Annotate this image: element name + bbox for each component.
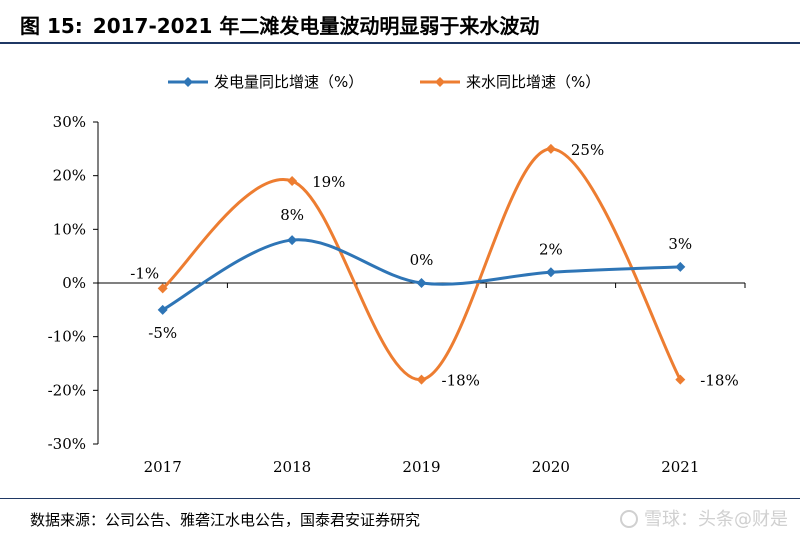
data-label-series-2: 25% [571,141,604,159]
data-label-series-2: -1% [130,264,159,282]
snowball-logo-icon [620,510,638,528]
x-tick-label: 2017 [144,458,182,476]
data-point-series-2 [157,283,168,294]
y-tick-label: 20% [53,167,86,185]
data-label-series-1: 3% [668,235,692,253]
legend: 发电量同比增速（%） 来水同比增速（%） [168,73,600,91]
figure-title: 图 15: 2017-2021 年二滩发电量波动明显弱于来水波动 [20,10,539,39]
legend-label-series-2: 来水同比增速（%） [466,73,600,91]
data-point-series-2 [545,143,556,154]
legend-label-series-1: 发电量同比增速（%） [214,73,363,91]
x-tick-label: 2020 [532,458,570,476]
data-point-series-1 [287,235,298,246]
data-point-series-2 [416,374,427,385]
y-tick-label: -20% [48,381,86,399]
x-tick-label: 2019 [402,458,440,476]
y-tick-label: -30% [48,435,86,453]
figure-label: 图 15: [20,14,83,38]
legend-swatch-marker [435,77,445,87]
title-bar: 图 15: 2017-2021 年二滩发电量波动明显弱于来水波动 [0,0,800,44]
y-tick-label: 10% [53,220,86,238]
data-label-series-1: -5% [148,324,177,342]
watermark-text: 雪球：头条@财是 [644,509,788,530]
watermark: 雪球：头条@财是 [620,505,788,531]
data-label-series-2: 19% [312,173,345,191]
data-label-series-2: -18% [442,372,480,390]
data-labels: -5% 8% 0% 2% 3% -1% 19% -18% 25% -18% [130,141,738,390]
source-note: 数据来源：公司公告、雅砻江水电公告，国泰君安证券研究 [30,511,421,529]
y-tick-label: 0% [62,274,86,292]
data-label-series-1: 0% [410,251,434,269]
y-tick-label: -10% [48,328,86,346]
data-label-series-1: 2% [539,240,563,258]
data-label-series-1: 8% [280,206,304,224]
data-point-series-1 [157,304,168,315]
series-markers [157,143,686,385]
data-point-series-1 [416,278,427,288]
x-tick-label: 2021 [661,458,699,476]
source-bar: 数据来源：公司公告、雅砻江水电公告，国泰君安证券研究 雪球：头条@财是 [0,498,800,538]
line-chart: 发电量同比增速（%） 来水同比增速（%） -30% -20% -10% 0% 10% 20%… [48,73,746,476]
x-tick-label: 2018 [273,458,311,476]
data-point-series-2 [675,374,686,385]
figure-title-text: 2017-2021 年二滩发电量波动明显弱于来水波动 [92,14,540,38]
data-point-series-1 [675,261,686,272]
series-line-2 [161,147,682,382]
data-point-series-2 [287,176,298,187]
data-label-series-2: -18% [700,372,738,390]
y-tick-label: 30% [53,113,86,131]
data-point-series-1 [545,267,556,278]
axes: -30% -20% -10% 0% 10% 20% 30% 2017 2018 2019 2020 2… [48,113,746,476]
legend-swatch-marker [183,77,193,87]
